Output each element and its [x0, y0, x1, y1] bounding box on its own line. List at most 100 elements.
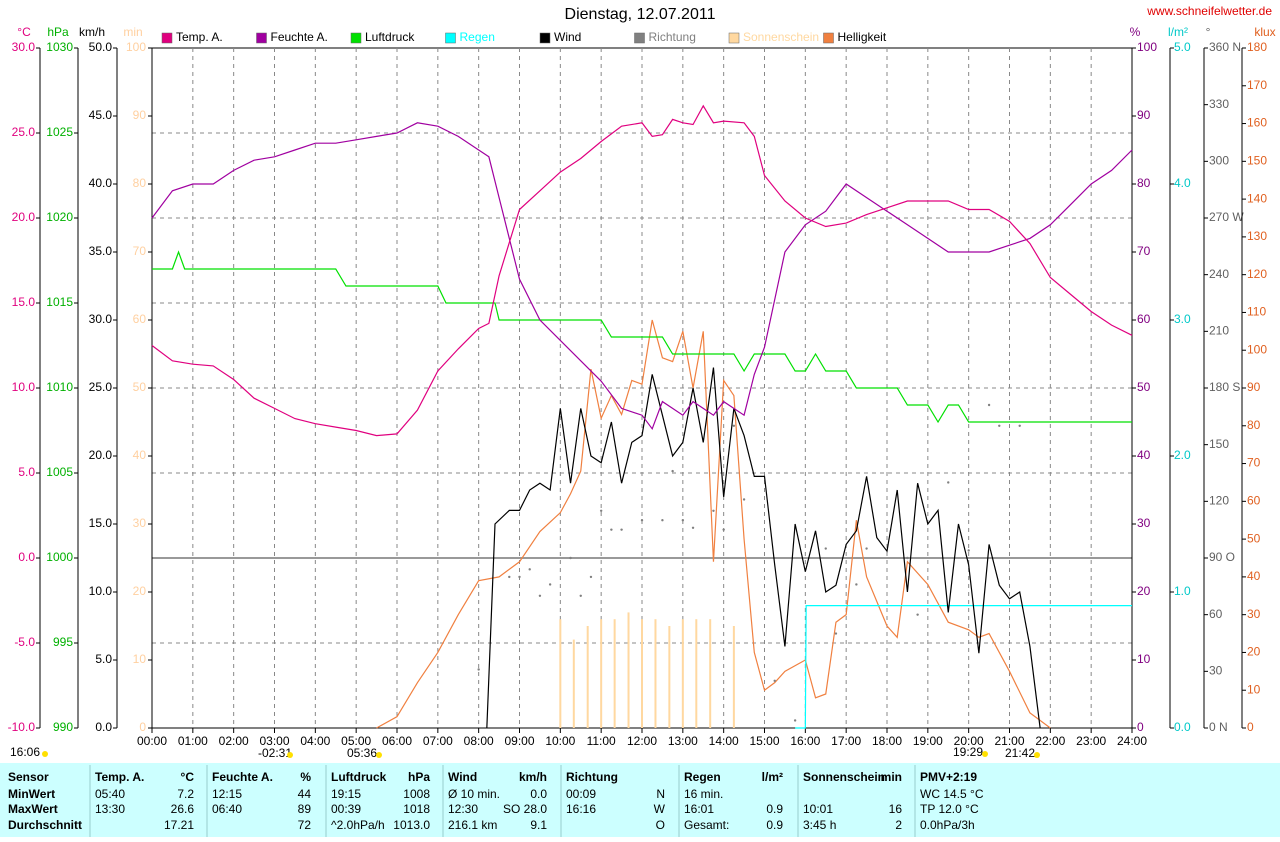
axis-unit: % — [1130, 25, 1141, 39]
x-tick-label: 00:00 — [137, 734, 167, 748]
y-tick-label: 20.0 — [89, 448, 113, 462]
series-line — [151, 122, 1133, 431]
y-tick-label: 25.0 — [89, 380, 113, 394]
direction-dot — [538, 594, 542, 597]
stats-cell: 17.21 — [164, 818, 194, 832]
y-tick-label: 150 — [1247, 154, 1267, 168]
stats-cell: 19:15 — [331, 787, 361, 801]
x-tick-label: 21:00 — [994, 734, 1024, 748]
direction-dot — [834, 632, 838, 635]
y-tick-label: 180 S — [1209, 380, 1240, 394]
stats-header: Temp. A. — [95, 770, 144, 784]
sun-time: 05:36 — [347, 746, 377, 760]
y-tick-label: 70 — [1247, 456, 1261, 470]
axis-unit: l/m² — [1168, 25, 1188, 39]
stats-cell: 1008 — [403, 787, 430, 801]
x-tick-label: 14:00 — [709, 734, 739, 748]
y-tick-label: 120 — [1247, 267, 1267, 281]
stats-header: Luftdruck — [331, 770, 387, 784]
x-tick-label: 02:00 — [219, 734, 249, 748]
direction-dot — [620, 528, 623, 531]
axis-unit: klux — [1254, 25, 1275, 39]
stats-panel — [0, 763, 1280, 837]
stats-cell: 16 min. — [684, 787, 723, 801]
y-tick-label: 150 — [1209, 437, 1229, 451]
y-tick-label: 40 — [133, 448, 147, 462]
x-tick-label: 18:00 — [872, 734, 902, 748]
direction-dot — [661, 519, 664, 522]
sunshine-bar — [695, 619, 698, 728]
sun-time: 16:06 — [10, 745, 40, 759]
direction-dot — [579, 594, 582, 597]
sun-time: 21:42 — [1005, 746, 1035, 760]
stats-cell: 1018 — [403, 802, 430, 816]
y-tick-label: 1000 — [46, 550, 73, 564]
y-tick-label: 50.0 — [89, 40, 113, 54]
series-line — [795, 605, 1132, 729]
y-tick-label: -5.0 — [14, 635, 35, 649]
stats-cell: 89 — [298, 802, 312, 816]
y-tick-label: 1.0 — [1174, 584, 1191, 598]
sunshine-bar — [641, 619, 643, 728]
legend-label: Richtung — [649, 30, 696, 44]
stats-header: Richtung — [566, 770, 618, 784]
y-tick-label: 80 — [133, 176, 147, 190]
y-tick-label: 15.0 — [89, 516, 113, 530]
y-tick-label: 90 — [133, 108, 147, 122]
direction-dot — [528, 568, 531, 571]
x-tick-label: 11:00 — [587, 734, 616, 748]
y-tick-label: 20 — [1247, 645, 1261, 659]
sunshine-bar — [654, 619, 657, 728]
legend-swatch — [161, 32, 173, 44]
axis-unit: °C — [17, 25, 31, 39]
x-tick-label: 01:00 — [178, 734, 208, 748]
x-tick-label: 06:00 — [382, 734, 412, 748]
direction-dot — [712, 509, 715, 512]
y-tick-label: 70 — [133, 244, 147, 258]
x-tick-label: 04:00 — [300, 734, 330, 748]
legend-label: Luftdruck — [365, 30, 415, 44]
legend-swatch — [539, 32, 551, 44]
chart-title: Dienstag, 12.07.2011 — [565, 6, 716, 23]
y-tick-label: 10.0 — [89, 584, 113, 598]
x-tick-label: 03:00 — [259, 734, 289, 748]
y-tick-label: 90 — [1247, 380, 1261, 394]
stats-row-label: MinWert — [8, 787, 55, 801]
y-tick-label: 25.0 — [12, 125, 36, 139]
direction-dot — [681, 519, 685, 522]
y-tick-label: 30 — [133, 516, 147, 530]
legend-label: Sonnenschein — [743, 30, 819, 44]
direction-dot — [947, 481, 950, 484]
direction-dot — [722, 528, 725, 531]
direction-dot — [998, 424, 1001, 427]
sun-icon — [42, 751, 48, 757]
stats-cell: 216.1 km — [448, 818, 497, 832]
axis-unit: km/h — [79, 25, 105, 39]
stats-cell: 05:40 — [95, 787, 125, 801]
stats-cell: 12:15 — [212, 787, 242, 801]
direction-dot — [589, 575, 593, 579]
y-tick-label: 120 — [1209, 494, 1229, 508]
x-tick-label: 20:00 — [954, 734, 984, 748]
y-tick-label: 15.0 — [12, 295, 36, 309]
series-line — [376, 319, 1051, 729]
axis-unit: min — [123, 25, 142, 39]
y-tick-label: 170 — [1247, 78, 1267, 92]
y-tick-label: 30 — [1137, 516, 1151, 530]
stats-header: °C — [181, 770, 195, 784]
y-tick-label: 160 — [1247, 116, 1267, 130]
y-tick-label: 180 — [1247, 40, 1267, 54]
legend-swatch — [350, 32, 362, 44]
direction-dot — [508, 575, 511, 579]
stats-cell: 44 — [298, 787, 312, 801]
y-tick-label: 40 — [1247, 569, 1261, 583]
legend-label: Helligkeit — [838, 30, 887, 44]
stats-row-label: MaxWert — [8, 802, 58, 816]
stats-cell: 16:01 — [684, 802, 714, 816]
y-tick-label: 330 — [1209, 97, 1229, 111]
x-tick-label: 13:00 — [668, 734, 698, 748]
stats-header: Sensor — [8, 770, 49, 784]
stats-cell: 16:16 — [566, 802, 596, 816]
y-tick-label: 270 W — [1209, 210, 1244, 224]
